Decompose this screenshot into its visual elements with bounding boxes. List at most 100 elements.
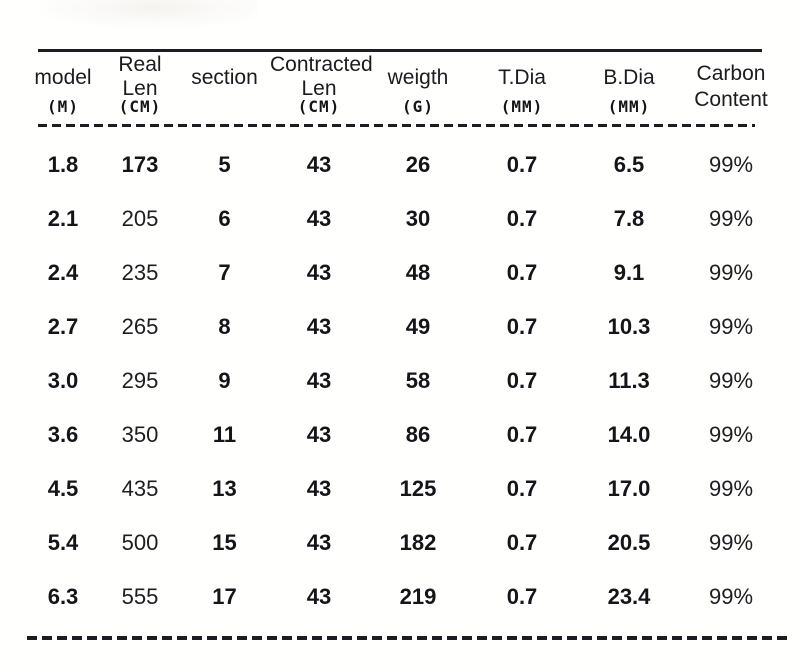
column-unit: (MM) [607,97,651,116]
table-cell: 0.7 [506,314,538,339]
table-cell: 5.4 [47,530,79,555]
table-cell: 0.7 [506,422,538,447]
column-header-t-dia: T.Dia (MM) [468,52,576,138]
table-cell: 265 [121,314,159,339]
table-cell: 1.8 [47,152,79,177]
column-label: Carbon Content [694,62,768,111]
table-cell: 43 [306,530,332,555]
column-unit: (M) [47,97,79,116]
spec-table: model (M) Real Len (CM) section Contract… [25,52,780,624]
table-bottom-dashed-rule [27,636,791,640]
table-cell: 43 [306,368,332,393]
table-cell: 4.5 [47,476,79,501]
table-cell: 350 [121,422,159,447]
table-cell: 43 [306,584,332,609]
table-cell: 43 [306,152,332,177]
table-cell: 43 [306,260,332,285]
table-cell: 14.0 [607,422,651,447]
column-label: B.Dia [603,66,655,89]
table-cell: 7 [218,260,231,285]
table-cell: 0.7 [506,152,538,177]
table-cell: 9.1 [613,260,645,285]
table-cell: 86 [405,422,431,447]
table-cell: 5 [218,152,231,177]
table-cell: 99% [708,584,754,609]
table-cell: 0.7 [506,206,538,231]
table-cell: 0.7 [506,260,538,285]
table-cell: 99% [708,314,754,339]
table-cell: 8 [218,314,231,339]
table-cell: 13 [212,476,237,501]
faint-photo-artifact [28,0,258,30]
table-cell: 2.1 [47,206,79,231]
table-cell: 3.0 [47,368,79,393]
table-cell: 6.5 [613,152,645,177]
table-cell: 205 [121,206,159,231]
column-label: model [34,66,92,89]
table-cell: 49 [405,314,431,339]
column-unit: (MM) [500,97,544,116]
table-cell: 17 [212,584,237,609]
table-cell: 20.5 [607,530,651,555]
table-cell: 15 [212,530,237,555]
table-cell: 11 [212,422,237,447]
table-cell: 17.0 [607,476,651,501]
column-header-b-dia: B.Dia (MM) [576,52,682,138]
table-cell: 48 [405,260,431,285]
header-divider-dashed-rule [38,124,755,127]
table-cell: 99% [708,368,754,393]
table-cell: 99% [708,476,754,501]
column-header-real-len: Real Len (CM) [101,52,179,138]
table-cell: 26 [405,152,431,177]
table-cell: 125 [399,476,437,501]
table-cell: 2.7 [47,314,79,339]
table-cell: 43 [306,422,332,447]
table-cell: 6 [218,206,231,231]
column-header-contracted-len: Contracted Len (CM) [270,52,373,138]
table-cell: 0.7 [506,584,538,609]
table-cell: 30 [405,206,431,231]
table-cell: 295 [121,368,159,393]
table-cell: 99% [708,152,754,177]
table-top-rule [38,49,762,52]
table-cell: 43 [306,314,332,339]
table-cell: 2.4 [47,260,79,285]
column-label: Contracted Len [270,53,373,100]
column-unit: (G) [402,97,434,116]
table-cell: 3.6 [47,422,79,447]
table-cell: 23.4 [607,584,651,609]
table-cell: 0.7 [506,476,538,501]
table-cell: 10.3 [607,314,651,339]
column-unit: (CM) [297,97,341,116]
table-cell: 43 [306,476,332,501]
table-cell: 99% [708,206,754,231]
table-cell: 99% [708,422,754,447]
column-unit: (CM) [118,97,162,116]
table-cell: 43 [306,206,332,231]
table-cell: 6.3 [47,584,79,609]
table-cell: 9 [218,368,231,393]
column-label: section [191,66,258,89]
table-cell: 555 [121,584,159,609]
column-header-section: section [179,52,270,138]
table-cell: 182 [399,530,437,555]
table-cell: 219 [399,584,437,609]
table-cell: 500 [121,530,159,555]
column-label: weigth [387,66,449,89]
column-label: Real Len [118,53,162,100]
table-cell: 7.8 [613,206,645,231]
table-cell: 435 [121,476,159,501]
table-cell: 0.7 [506,368,538,393]
table-cell: 235 [121,260,159,285]
table-cell: 173 [121,152,159,177]
column-header-carbon-content: Carbon Content [682,52,780,138]
column-label: T.Dia [498,66,546,89]
table-cell: 0.7 [506,530,538,555]
table-cell: 99% [708,260,754,285]
table-cell: 11.3 [608,368,650,393]
column-header-model: model (M) [25,52,101,138]
table-cell: 99% [708,530,754,555]
column-header-weigth: weigth (G) [368,52,468,138]
table-cell: 58 [405,368,431,393]
